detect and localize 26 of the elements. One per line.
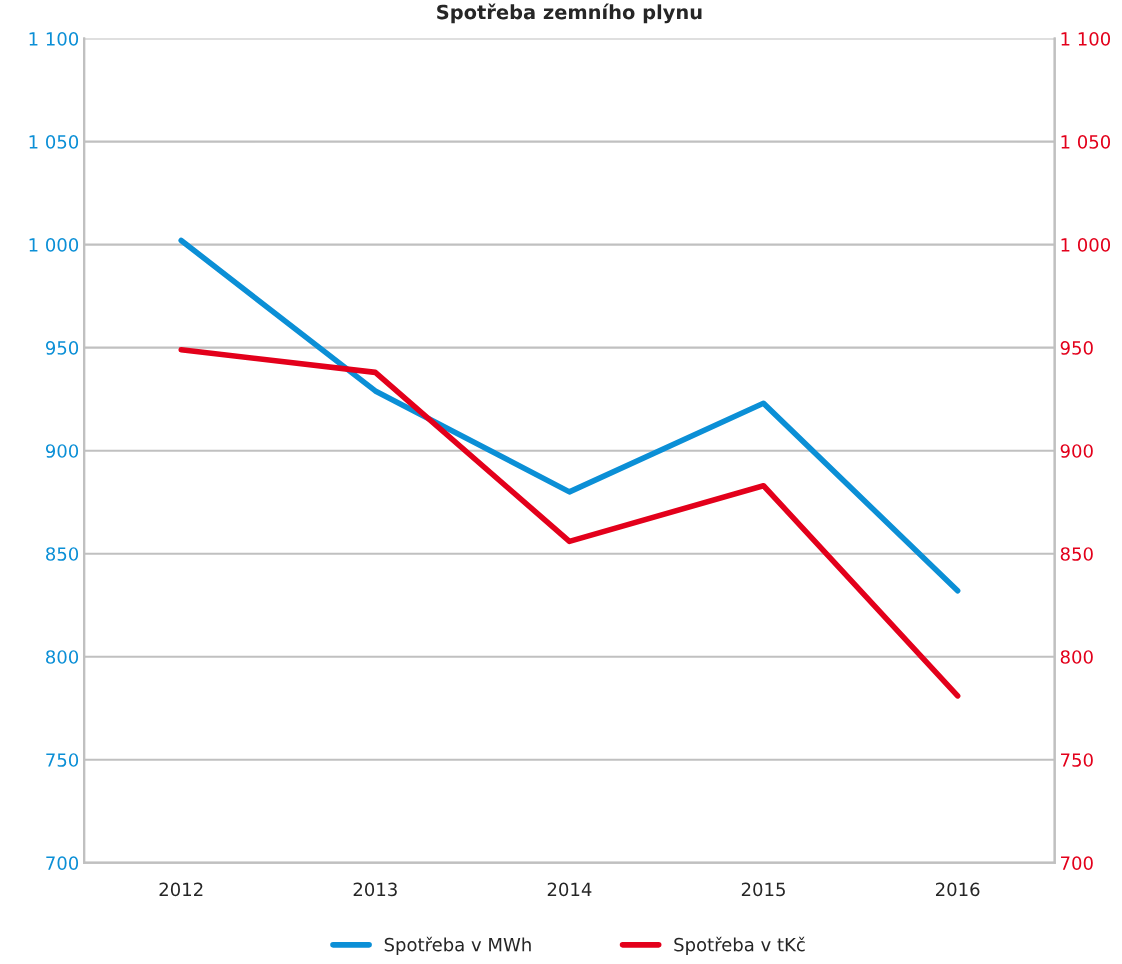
y2-tick-label: 700 <box>1061 856 1093 870</box>
y-tick-label: 1 100 <box>29 32 79 46</box>
x-tick-label: 2012 <box>159 882 203 897</box>
y2-tick-label: 900 <box>1060 444 1093 458</box>
y-tick-label: 950 <box>45 341 79 355</box>
y2-tick-label: 1 000 <box>1061 238 1111 252</box>
y2-tick-label: 850 <box>1060 547 1093 561</box>
x-tick-label: 2014 <box>547 882 592 897</box>
y2-tick-label: 1 100 <box>1061 32 1111 46</box>
y2-tick-label: 1 050 <box>1061 135 1111 149</box>
chart-title: Spotřeba zemního plynu <box>437 3 702 24</box>
x-tick-label: 2015 <box>741 882 785 897</box>
y-tick-label: 900 <box>45 444 79 458</box>
y-tick-label: 1 050 <box>29 135 79 149</box>
y2-tick-label: 950 <box>1060 341 1093 355</box>
legend-label: Spotřeba v tKč <box>674 936 805 955</box>
legend-label: Spotřeba v MWh <box>384 936 531 955</box>
y-tick-label: 750 <box>46 753 79 767</box>
y2-tick-label: 750 <box>1061 753 1093 767</box>
x-tick-label: 2016 <box>935 882 980 897</box>
y2-tick-label: 800 <box>1060 650 1093 664</box>
y-tick-label: 800 <box>46 650 79 664</box>
y-tick-label: 850 <box>46 547 79 561</box>
y-tick-label: 1 000 <box>29 238 79 252</box>
y-tick-label: 700 <box>46 856 79 870</box>
x-tick-label: 2013 <box>353 882 397 897</box>
